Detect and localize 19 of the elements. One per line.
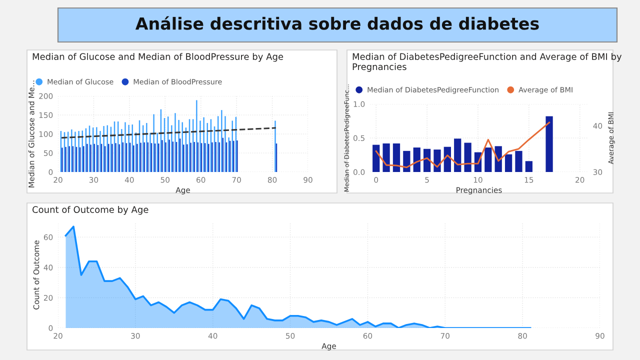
bar: [372, 144, 380, 172]
bar: [515, 150, 522, 172]
chart-title: Median of Glucose and Median of BloodPressure by Age: [32, 53, 284, 62]
line-series: [375, 122, 550, 168]
bar: [392, 143, 400, 172]
bar: [525, 161, 532, 172]
bar: [546, 116, 553, 172]
bar: [464, 142, 472, 172]
bar: [504, 154, 512, 172]
bar: [454, 138, 462, 172]
bar: [434, 150, 441, 172]
bar: [403, 150, 410, 172]
chart-title: Median of DiabetesPedigreeFunction and Average of BMI by Pregnancies: [352, 53, 622, 72]
bar: [484, 148, 492, 172]
bar: [382, 143, 390, 172]
text: Análise descritiva sobre dados de diabetes: [135, 16, 539, 30]
chart-title: Count of Outcome by Age: [32, 206, 148, 215]
bar: [413, 148, 420, 172]
bar: [423, 148, 431, 172]
